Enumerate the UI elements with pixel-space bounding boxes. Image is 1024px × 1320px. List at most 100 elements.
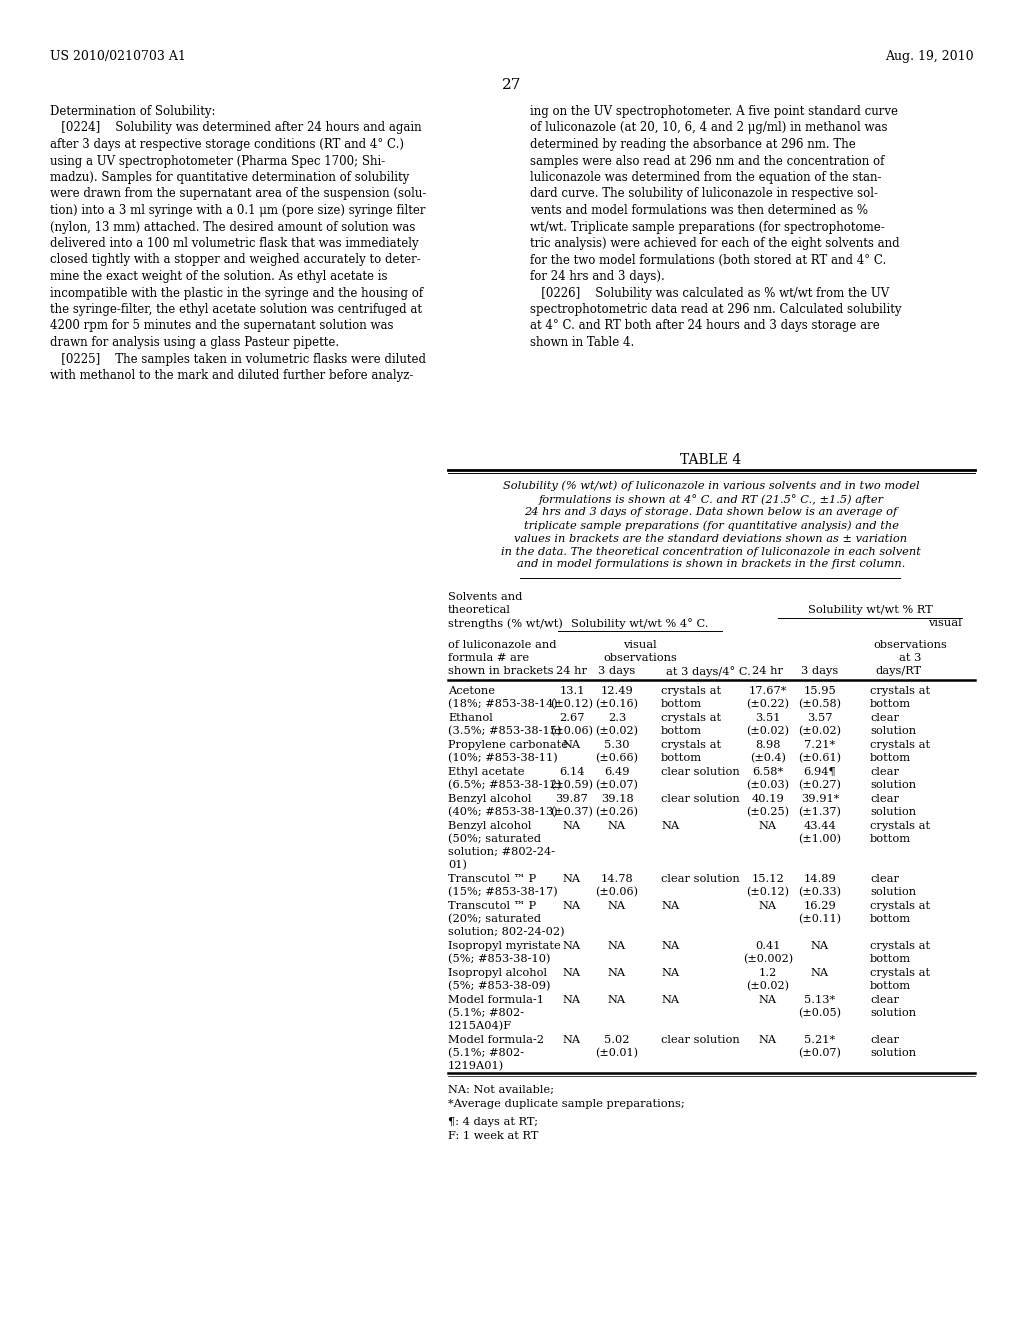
Text: Transcutol ™ P: Transcutol ™ P: [449, 874, 537, 884]
Text: Acetone: Acetone: [449, 686, 495, 696]
Text: crystals at: crystals at: [870, 821, 930, 832]
Text: 39.18: 39.18: [601, 795, 634, 804]
Text: Isopropyl myristate: Isopropyl myristate: [449, 941, 561, 950]
Text: NA: NA: [563, 874, 581, 884]
Text: Determination of Solubility:
   [0224]    Solubility was determined after 24 hou: Determination of Solubility: [0224] Solu…: [50, 106, 426, 381]
Text: (15%; #853-38-17): (15%; #853-38-17): [449, 887, 558, 898]
Text: bottom: bottom: [662, 752, 702, 763]
Text: Benzyl alcohol: Benzyl alcohol: [449, 821, 531, 832]
Text: 12.49: 12.49: [601, 686, 634, 696]
Text: (±0.4): (±0.4): [750, 752, 786, 763]
Text: 5.02: 5.02: [604, 1035, 630, 1045]
Text: NA: NA: [608, 821, 626, 832]
Text: 39.87: 39.87: [556, 795, 589, 804]
Text: (5.1%; #802-: (5.1%; #802-: [449, 1048, 524, 1059]
Text: NA: NA: [563, 741, 581, 750]
Text: (±0.12): (±0.12): [746, 887, 790, 898]
Text: (5.1%; #802-: (5.1%; #802-: [449, 1008, 524, 1018]
Text: solution: solution: [870, 887, 916, 898]
Text: NA: NA: [662, 995, 679, 1005]
Text: NA: NA: [811, 968, 829, 978]
Text: 43.44: 43.44: [804, 821, 837, 832]
Text: 40.19: 40.19: [752, 795, 784, 804]
Text: (±0.25): (±0.25): [746, 807, 790, 817]
Text: crystals at: crystals at: [870, 902, 930, 911]
Text: NA: NA: [759, 995, 777, 1005]
Text: (±0.02): (±0.02): [596, 726, 639, 737]
Text: (±0.07): (±0.07): [596, 780, 638, 791]
Text: bottom: bottom: [870, 752, 911, 763]
Text: (±0.002): (±0.002): [743, 954, 793, 965]
Text: NA: NA: [563, 1035, 581, 1045]
Text: (±0.01): (±0.01): [596, 1048, 639, 1059]
Text: (±0.16): (±0.16): [596, 700, 639, 709]
Text: NA: NA: [608, 941, 626, 950]
Text: bottom: bottom: [870, 954, 911, 964]
Text: crystals at: crystals at: [870, 741, 930, 750]
Text: (±0.26): (±0.26): [596, 807, 639, 817]
Text: solution; 802-24-02): solution; 802-24-02): [449, 927, 564, 937]
Text: solution: solution: [870, 1008, 916, 1018]
Text: clear solution: clear solution: [662, 767, 739, 777]
Text: NA: NA: [759, 902, 777, 911]
Text: NA: NA: [608, 902, 626, 911]
Text: Solvents and: Solvents and: [449, 591, 522, 602]
Text: NA: NA: [563, 995, 581, 1005]
Text: 6.14: 6.14: [559, 767, 585, 777]
Text: (±0.61): (±0.61): [799, 752, 842, 763]
Text: days/RT: days/RT: [874, 667, 922, 676]
Text: NA: NA: [759, 1035, 777, 1045]
Text: Ethanol: Ethanol: [449, 713, 493, 723]
Text: (±0.27): (±0.27): [799, 780, 842, 791]
Text: 5.30: 5.30: [604, 741, 630, 750]
Text: (±1.37): (±1.37): [799, 807, 842, 817]
Text: bottom: bottom: [870, 700, 911, 709]
Text: bottom: bottom: [662, 700, 702, 709]
Text: 1219A01): 1219A01): [449, 1061, 504, 1072]
Text: clear solution: clear solution: [662, 1035, 739, 1045]
Text: observations: observations: [873, 640, 947, 649]
Text: (±0.05): (±0.05): [799, 1008, 842, 1018]
Text: (6.5%; #853-38-12): (6.5%; #853-38-12): [449, 780, 561, 791]
Text: NA: NA: [608, 995, 626, 1005]
Text: 15.12: 15.12: [752, 874, 784, 884]
Text: 24 hr: 24 hr: [753, 667, 783, 676]
Text: 39.91*: 39.91*: [801, 795, 840, 804]
Text: Aug. 19, 2010: Aug. 19, 2010: [886, 50, 974, 63]
Text: crystals at: crystals at: [870, 941, 930, 950]
Text: solution: solution: [870, 807, 916, 817]
Text: 5.13*: 5.13*: [805, 995, 836, 1005]
Text: (3.5%; #853-38-15): (3.5%; #853-38-15): [449, 726, 561, 737]
Text: solution; #802-24-: solution; #802-24-: [449, 847, 555, 857]
Text: Isopropyl alcohol: Isopropyl alcohol: [449, 968, 547, 978]
Text: at 3: at 3: [899, 653, 922, 663]
Text: (±0.03): (±0.03): [746, 780, 790, 791]
Text: NA: NA: [662, 902, 679, 911]
Text: 3.57: 3.57: [807, 713, 833, 723]
Text: crystals at: crystals at: [870, 968, 930, 978]
Text: crystals at: crystals at: [870, 686, 930, 696]
Text: (5%; #853-38-09): (5%; #853-38-09): [449, 981, 551, 991]
Text: 1.2: 1.2: [759, 968, 777, 978]
Text: solution: solution: [870, 726, 916, 737]
Text: 6.94¶: 6.94¶: [804, 767, 837, 777]
Text: (20%; saturated: (20%; saturated: [449, 913, 541, 924]
Text: NA: NA: [759, 821, 777, 832]
Text: 01): 01): [449, 861, 467, 870]
Text: NA: NA: [563, 821, 581, 832]
Text: 3.51: 3.51: [756, 713, 780, 723]
Text: (±1.00): (±1.00): [799, 834, 842, 845]
Text: (±0.12): (±0.12): [551, 700, 594, 709]
Text: shown in brackets: shown in brackets: [449, 667, 554, 676]
Text: strengths (% wt/wt): strengths (% wt/wt): [449, 618, 563, 628]
Text: observations: observations: [603, 653, 677, 663]
Text: Solubility wt/wt % RT: Solubility wt/wt % RT: [808, 605, 933, 615]
Text: 2.3: 2.3: [608, 713, 626, 723]
Text: 15.95: 15.95: [804, 686, 837, 696]
Text: clear: clear: [870, 995, 899, 1005]
Text: NA: NA: [811, 941, 829, 950]
Text: Ethyl acetate: Ethyl acetate: [449, 767, 524, 777]
Text: NA: Not available;: NA: Not available;: [449, 1085, 554, 1096]
Text: at 3 days/4° C.: at 3 days/4° C.: [666, 667, 751, 677]
Text: bottom: bottom: [870, 834, 911, 843]
